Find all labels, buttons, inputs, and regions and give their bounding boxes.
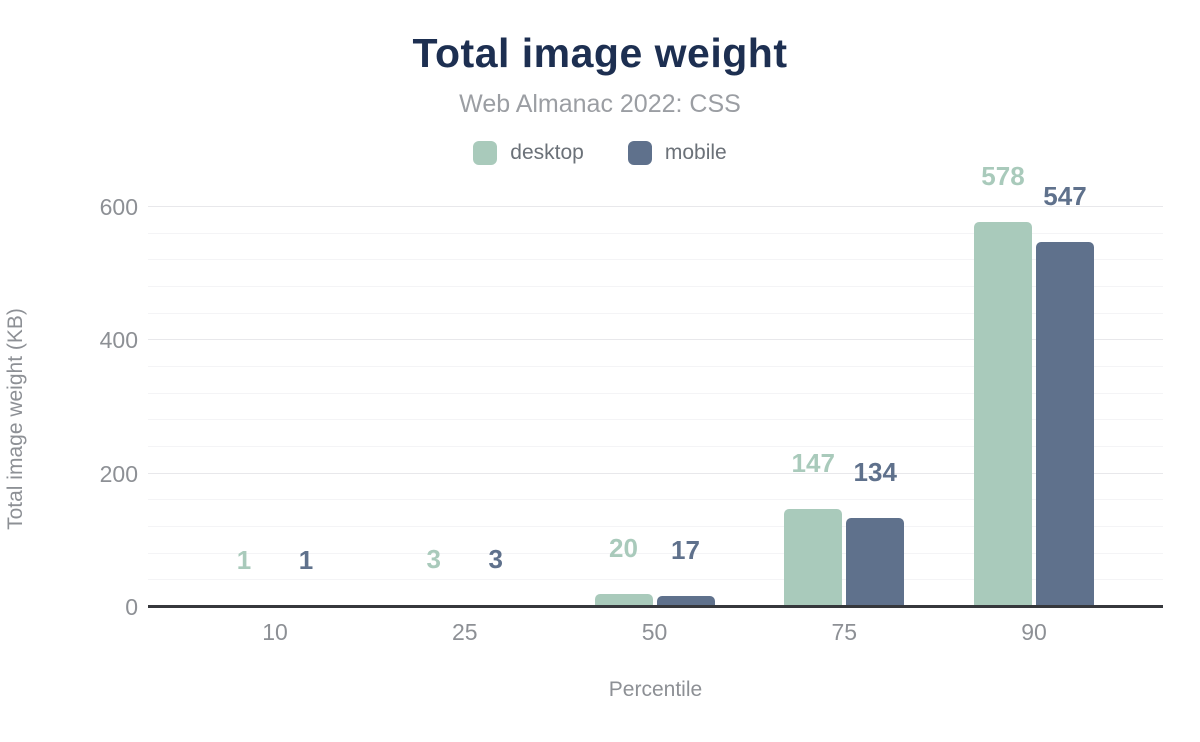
mobile-bar-p75[interactable]: [846, 517, 905, 607]
minor-gridline: [148, 579, 1163, 581]
minor-gridline: [148, 232, 1163, 234]
y-tick-label: 200: [99, 460, 138, 487]
mobile-data-label-p50: 17: [671, 534, 700, 565]
minor-gridline: [148, 552, 1163, 554]
minor-gridline: [148, 526, 1163, 527]
desktop-data-label-p90: 578: [981, 160, 1025, 191]
major-gridline: [148, 206, 1163, 207]
mobile-data-label-p75: 134: [853, 456, 897, 487]
x-axis-title: Percentile: [608, 678, 703, 701]
legend-label-mobile: mobile: [664, 141, 727, 164]
plot-area: 1 1 3 3 20 17 147 134 578 547: [148, 161, 1163, 608]
y-tick-label: 600: [99, 194, 138, 220]
minor-gridline: [148, 446, 1163, 447]
desktop-data-label-p50: 20: [609, 532, 638, 563]
mobile-data-label-p90: 547: [1043, 181, 1087, 212]
legend-label-desktop: desktop: [510, 141, 584, 164]
desktop-data-label-p10: 1: [236, 545, 252, 575]
legend-item-desktop[interactable]: desktop: [473, 141, 584, 165]
desktop-bar-p90[interactable]: [974, 221, 1032, 607]
major-gridline: [148, 339, 1163, 341]
minor-gridline: [148, 286, 1163, 287]
mobile-bar-p50[interactable]: [656, 595, 715, 607]
y-tick-label: 0: [125, 594, 138, 620]
minor-gridline: [148, 392, 1163, 394]
chart-subtitle: Web Almanac 2022: CSS: [459, 90, 741, 118]
desktop-bar-p50[interactable]: [594, 593, 653, 607]
x-tick-label-75: 75: [831, 619, 858, 645]
x-tick-label-10: 10: [262, 619, 288, 645]
mobile-data-label-p25: 3: [488, 544, 503, 574]
desktop-swatch-icon: [473, 141, 498, 165]
legend-item-mobile[interactable]: mobile: [627, 141, 727, 165]
mobile-bar-p90[interactable]: [1036, 242, 1094, 607]
x-axis-line: [148, 605, 1163, 608]
x-tick-label-25: 25: [451, 619, 478, 645]
minor-gridline: [148, 259, 1163, 261]
mobile-data-label-p10: 1: [298, 545, 314, 575]
y-axis-title: Total image weight (KB): [4, 308, 27, 530]
minor-gridline: [148, 312, 1163, 314]
desktop-bar-p75[interactable]: [784, 509, 843, 607]
desktop-data-label-p25: 3: [426, 544, 441, 574]
x-tick-label-90: 90: [1021, 619, 1047, 645]
minor-gridline: [148, 499, 1163, 501]
chart-title: Total image weight: [412, 30, 788, 76]
minor-gridline: [148, 419, 1163, 421]
mobile-swatch-icon: [627, 141, 652, 165]
x-tick-label-50: 50: [641, 619, 668, 645]
minor-gridline: [148, 366, 1163, 367]
legend: desktop mobile: [0, 141, 1200, 165]
major-gridline: [148, 472, 1163, 474]
desktop-data-label-p75: 147: [791, 448, 835, 478]
y-tick-label: 400: [99, 327, 138, 354]
